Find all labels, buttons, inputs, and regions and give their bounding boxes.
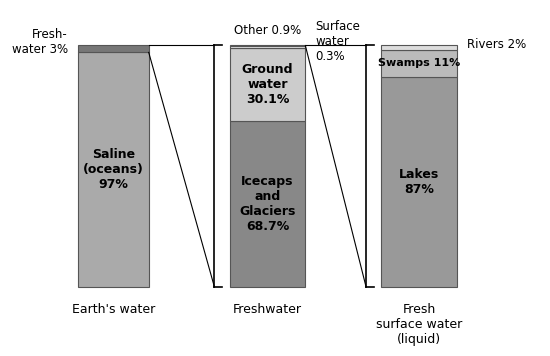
Text: Lakes
87%: Lakes 87% [399, 168, 439, 196]
Text: Earth's water: Earth's water [72, 303, 155, 316]
Text: Other 0.9%: Other 0.9% [234, 24, 301, 37]
FancyBboxPatch shape [381, 45, 457, 50]
FancyBboxPatch shape [78, 45, 148, 52]
Text: Freshwater: Freshwater [233, 303, 302, 316]
Text: Swamps 11%: Swamps 11% [378, 58, 460, 68]
Text: Rivers 2%: Rivers 2% [467, 38, 526, 51]
Text: Fresh-
water 3%: Fresh- water 3% [12, 28, 68, 56]
FancyBboxPatch shape [381, 50, 457, 77]
FancyBboxPatch shape [78, 52, 148, 287]
FancyBboxPatch shape [229, 48, 305, 121]
FancyBboxPatch shape [229, 45, 305, 46]
Text: Fresh
surface water
(liquid): Fresh surface water (liquid) [376, 303, 463, 346]
FancyBboxPatch shape [229, 46, 305, 48]
Text: Ground
water
30.1%: Ground water 30.1% [242, 63, 293, 106]
Text: Icecaps
and
Glaciers
68.7%: Icecaps and Glaciers 68.7% [239, 175, 296, 233]
FancyBboxPatch shape [229, 121, 305, 287]
Text: Surface
water
0.3%: Surface water 0.3% [316, 20, 360, 63]
Text: Saline
(oceans)
97%: Saline (oceans) 97% [83, 148, 144, 191]
FancyBboxPatch shape [381, 77, 457, 287]
